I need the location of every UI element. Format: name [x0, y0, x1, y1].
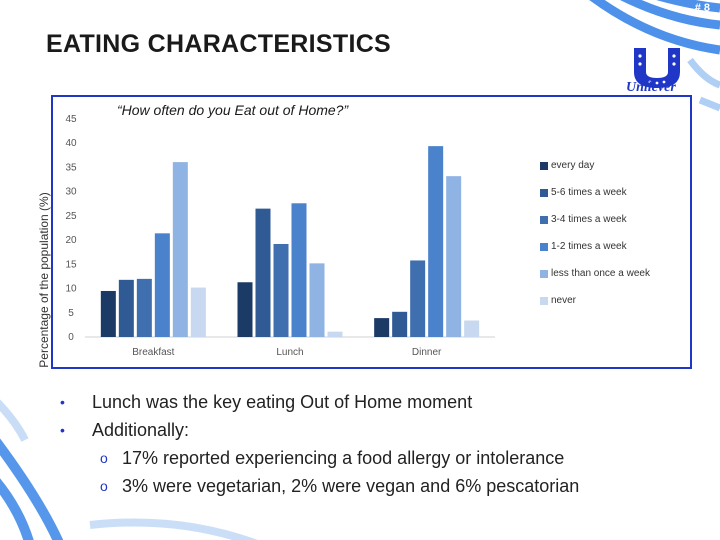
legend-item: less than once a week: [540, 260, 650, 287]
legend-item: never: [540, 287, 650, 314]
bar-2-lunch: [255, 208, 271, 337]
bar-1-dinner: [374, 318, 390, 337]
legend-label: every day: [551, 160, 595, 171]
bar-2-dinner: [392, 311, 408, 337]
legend-label: 3-4 times a week: [551, 214, 627, 225]
unilever-logo-icon: [634, 48, 680, 88]
x-tick-label: Dinner: [412, 347, 442, 358]
y-tick-label: 10: [65, 284, 77, 295]
legend-swatch: [540, 188, 548, 197]
legend-item: 1-2 times a week: [540, 233, 650, 260]
bullet-text: Additionally:: [92, 420, 190, 440]
bar-4-breakfast: [154, 233, 170, 337]
bar-2-breakfast: [118, 279, 134, 337]
chart-title: “How often do you Eat out of Home?”: [117, 102, 349, 118]
chart-legend: every day 5-6 times a week 3-4 times a wee…: [540, 152, 650, 314]
legend-item: 5-6 times a week: [540, 179, 650, 206]
legend-swatch: [540, 242, 548, 251]
bar-6-dinner: [464, 320, 480, 337]
circle-bullet-icon: o: [100, 478, 108, 494]
y-tick-label: 35: [65, 162, 77, 173]
bar-chart: 0 5 10 15 20 25 30 35 40 45 Breakfast Lunch Dinner: [65, 114, 495, 358]
bar-1-lunch: [237, 282, 253, 337]
disc-bullet-icon: •: [60, 422, 65, 438]
sub-bullet-text: 3% were vegetarian, 2% were vegan and 6%…: [122, 476, 580, 496]
chart-frame: 0 5 10 15 20 25 30 35 40 45 Breakfast Lunch Dinner: [51, 95, 692, 369]
legend-swatch: [540, 215, 548, 224]
bar-5-dinner: [446, 176, 462, 337]
bar-3-breakfast: [136, 278, 152, 337]
x-tick-label: Breakfast: [132, 347, 174, 358]
sub-bullet-text: 17% reported experiencing a food allergy…: [122, 448, 565, 468]
logo-wordmark: Unilever: [626, 80, 676, 95]
legend-item: 3-4 times a week: [540, 206, 650, 233]
bar-6-lunch: [327, 331, 343, 337]
bar-6-breakfast: [190, 287, 206, 337]
y-tick-label: 45: [65, 114, 77, 125]
legend-item: every day: [540, 152, 650, 179]
bar-3-dinner: [410, 260, 426, 337]
legend-label: 5-6 times a week: [551, 187, 627, 198]
y-tick-label: 30: [65, 187, 77, 198]
bar-1-breakfast: [100, 290, 116, 337]
circle-bullet-icon: o: [100, 450, 108, 466]
bar-4-lunch: [291, 203, 307, 337]
y-axis-label: Percentage of the population (%): [37, 192, 51, 368]
legend-swatch: [540, 161, 548, 170]
y-tick-label: 15: [65, 259, 77, 270]
legend-label: less than once a week: [551, 268, 650, 279]
disc-bullet-icon: •: [60, 394, 65, 410]
bar-3-lunch: [273, 243, 289, 337]
bar-4-dinner: [428, 146, 444, 337]
x-tick-label: Lunch: [276, 347, 303, 358]
bar-5-breakfast: [172, 162, 188, 337]
y-tick-label: 25: [65, 211, 77, 222]
slide-number: # 8: [694, 2, 710, 14]
legend-label: never: [551, 295, 577, 306]
legend-label: 1-2 times a week: [551, 241, 627, 252]
y-tick-label: 0: [68, 332, 74, 343]
slide-title: EATING CHARACTERISTICS: [46, 30, 392, 58]
y-tick-label: 5: [68, 308, 74, 319]
bullet-text: Lunch was the key eating Out of Home mom…: [92, 392, 473, 412]
y-tick-label: 20: [65, 235, 77, 246]
bar-5-lunch: [309, 263, 325, 337]
legend-swatch: [540, 296, 548, 305]
legend-swatch: [540, 269, 548, 278]
y-tick-label: 40: [65, 138, 77, 149]
